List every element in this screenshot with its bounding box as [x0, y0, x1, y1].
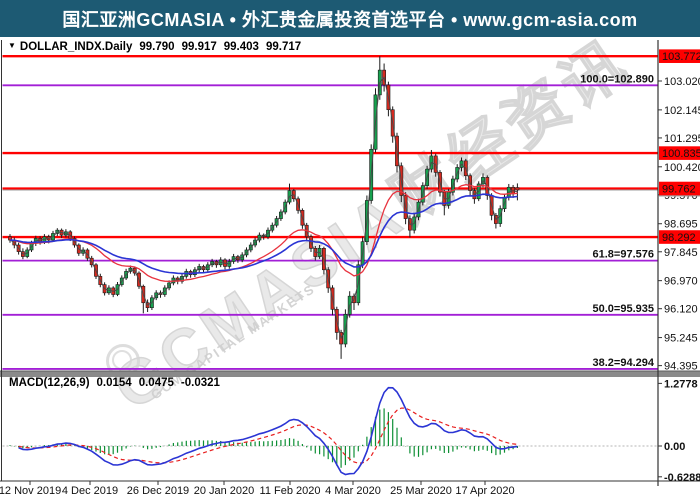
ma-fast-line	[9, 76, 518, 340]
macd-main-value: 0.0154	[96, 377, 132, 389]
date-label: 4 Dec 2019	[62, 485, 118, 497]
macd-signal-value: 0.0475	[138, 377, 174, 389]
date-label: 25 Mar 2020	[390, 485, 452, 497]
time-axis[interactable]: 12 Nov 2019 4 Dec 2019 26 Dec 2019 20 Jan 2…	[0, 481, 515, 497]
date-label: 4 Mar 2020	[325, 485, 381, 497]
macd-layer	[2, 386, 658, 476]
price-level-badge-label: 100.835	[662, 148, 700, 160]
price-level-badge	[659, 49, 700, 63]
price-level-badge-label: 103.772	[662, 51, 700, 63]
macd-main-line	[18, 386, 518, 476]
ohlc-close: 99.717	[265, 41, 302, 53]
promo-banner-text: 国汇亚洲GCMASIA • 外汇贵金属投资首选平台 • www.gcm-asia…	[62, 9, 638, 30]
price-tick-label: 101.295	[664, 133, 700, 145]
ma-mid-line	[9, 184, 518, 283]
macd-tick-label: 1.2778	[664, 378, 698, 390]
fib-label: 38.2=94.294	[593, 357, 655, 369]
chart-borders	[0, 40, 700, 486]
price-level-badge-label: 98.292	[662, 232, 696, 244]
ohlc-open: 99.790	[139, 41, 175, 53]
symbol-timeframe-label: DOLLAR_INDX.Daily	[19, 41, 133, 53]
chart-symbol-header: ▼ DOLLAR_INDX.Daily 99.790 99.917 99.403 99.7…	[8, 41, 301, 53]
fib-label: 50.0=95.935	[593, 303, 654, 315]
date-label: 11 Feb 2020	[260, 485, 321, 497]
symbol-marker-icon: ▼	[8, 41, 16, 50]
macd-signal-line	[18, 407, 518, 464]
macd-hist-value: -0.0321	[180, 377, 220, 389]
price-tick-label: 96.120	[664, 304, 698, 316]
price-tick-label: 100.420	[664, 162, 700, 174]
date-label: 12 Nov 2019	[0, 485, 61, 497]
fib-label: 61.8=97.576	[593, 249, 654, 261]
price-tick-label: 97.845	[664, 247, 698, 259]
macd-tick-label: 0.00	[664, 441, 685, 453]
level-lines-layer	[2, 54, 658, 239]
moving-averages-layer	[9, 76, 518, 340]
price-tick-label: 98.695	[664, 219, 698, 231]
candles-layer	[8, 56, 520, 359]
fib-lines-layer: 100.0=102.890 61.8=97.576 50.0=95.935 38.2=…	[2, 73, 658, 370]
price-tick-label: 103.020	[664, 76, 700, 88]
macd-label: MACD(12,26,9)	[9, 377, 90, 389]
ohlc-low: 99.403	[223, 41, 259, 53]
price-tick-label: 96.970	[664, 276, 698, 288]
ma-slow-line	[9, 193, 518, 275]
pane-separator[interactable]	[0, 370, 700, 377]
ohlc-high: 99.917	[181, 41, 217, 53]
price-level-badge	[659, 181, 700, 196]
price-tick-label: 102.145	[664, 105, 700, 117]
candle-body	[515, 187, 520, 191]
separator-bar	[0, 371, 700, 377]
price-level-badge-label: 99.762	[662, 184, 696, 196]
candle-body	[8, 236, 12, 241]
price-tick-label: 94.395	[664, 361, 698, 373]
macd-tick-label: -0.6288	[664, 472, 700, 484]
date-label: 17 Apr 2020	[455, 485, 514, 497]
price-tick-label: 95.245	[664, 333, 698, 345]
promo-banner[interactable]: 国汇亚洲GCMASIA • 外汇贵金属投资首选平台 • www.gcm-asia…	[0, 0, 700, 37]
price-level-badge	[659, 146, 700, 160]
date-label: 26 Dec 2019	[127, 485, 189, 497]
date-label: 20 Jan 2020	[194, 485, 255, 497]
macd-indicator-header: MACD(12,26,9) 0.0154 0.0475 -0.0321	[9, 377, 220, 389]
price-axis[interactable]: 103.020102.145101.295100.42099.57098.695…	[658, 49, 700, 484]
fib-label: 100.0=102.890	[580, 73, 654, 85]
price-level-badge	[659, 230, 700, 244]
